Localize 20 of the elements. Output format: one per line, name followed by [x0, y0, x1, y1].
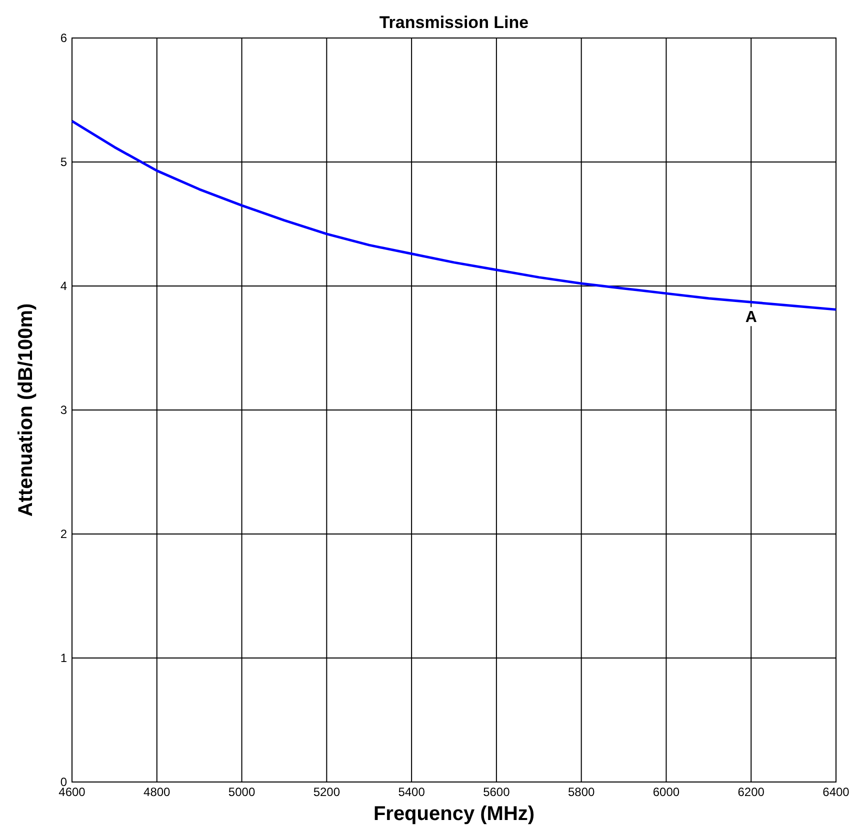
x-tick-label: 5000	[228, 785, 256, 799]
x-axis-title: Frequency (MHz)	[373, 803, 535, 825]
x-tick-label: 4800	[144, 785, 171, 799]
y-tick-label: 3	[60, 403, 68, 417]
x-tick-label: 5200	[313, 785, 340, 799]
x-tick-label: 5800	[568, 785, 596, 799]
y-tick-label: 5	[60, 155, 68, 169]
x-tick-label: 5600	[483, 785, 510, 799]
x-tick-label: 6000	[652, 785, 680, 799]
y-tick-label: 6	[60, 31, 68, 45]
chart-title: Transmission Line	[379, 13, 529, 32]
y-tick-label: 2	[60, 527, 68, 541]
y-axis-title: Attenuation (dB/100m)	[15, 303, 37, 517]
x-tick-label: 6400	[822, 785, 850, 799]
y-tick-label: 4	[60, 279, 68, 293]
x-tick-label: 6200	[738, 785, 765, 799]
line-series	[70, 120, 838, 311]
x-tick-label: 5400	[398, 785, 426, 799]
annotation: A	[745, 309, 758, 326]
y-tick-label: 1	[60, 651, 68, 665]
